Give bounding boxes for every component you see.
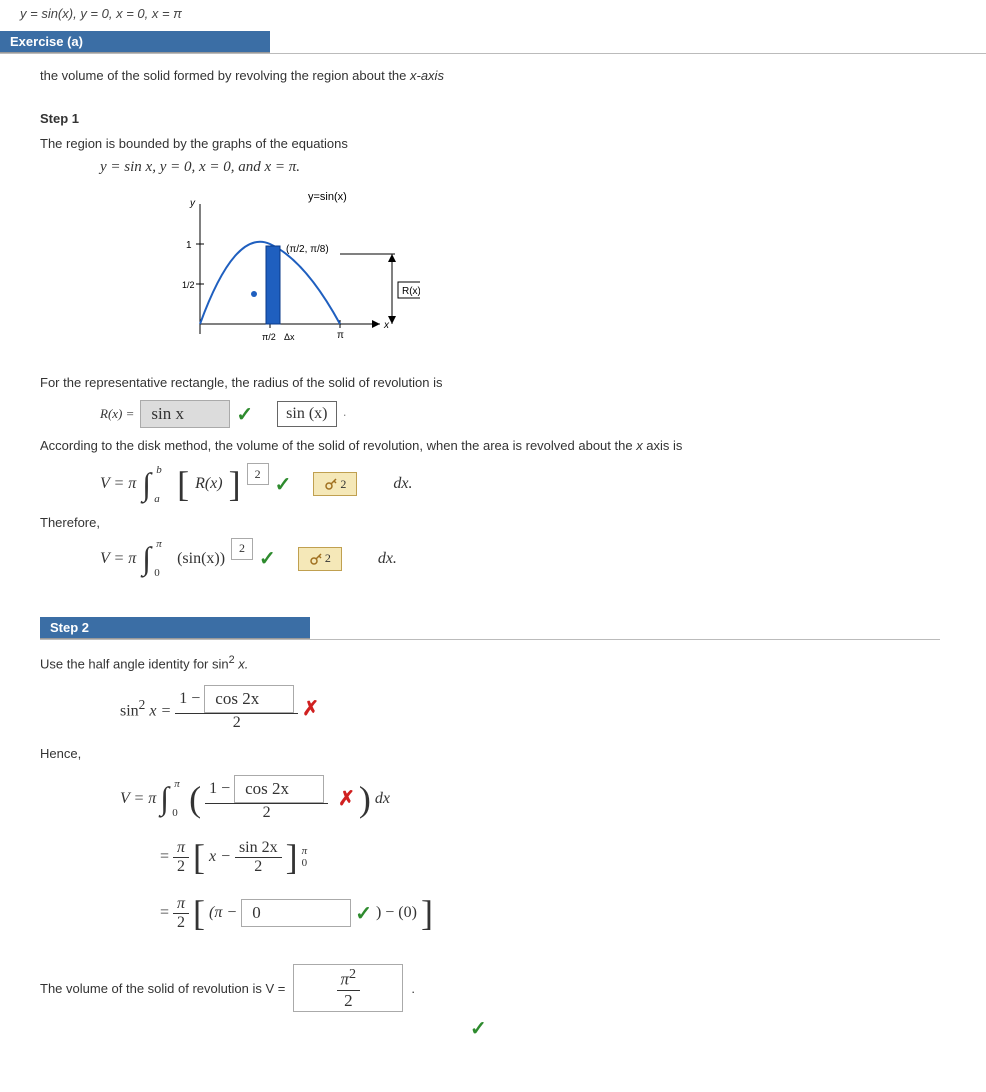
half-angle-frac: 1 − cos 2x 2 bbox=[175, 685, 298, 732]
minus-zero: ) − (0) bbox=[376, 904, 417, 922]
v-lhs: V = π bbox=[120, 790, 156, 808]
cross-icon: ✗ bbox=[338, 786, 355, 811]
exercise-header: Exercise (a) bbox=[0, 31, 270, 53]
identity-tail: x. bbox=[235, 656, 249, 671]
check-icon: ✓ bbox=[355, 901, 372, 926]
eval-limits: π 0 bbox=[302, 845, 308, 869]
integrand-frac: 1 − cos 2x 2 bbox=[205, 775, 328, 822]
volume-sentence: The volume of the solid of revolution is… bbox=[40, 981, 285, 996]
check-icon: ✓ bbox=[259, 546, 276, 571]
equals: = bbox=[160, 848, 169, 866]
svg-text:π/2: π/2 bbox=[262, 332, 276, 342]
key-icon bbox=[324, 477, 338, 491]
divider: Exercise (a) bbox=[0, 31, 986, 54]
rx-label: R(x) = bbox=[100, 406, 134, 422]
curve-label: y=sin(x) bbox=[308, 191, 347, 203]
exponent-input-2[interactable]: 2 bbox=[231, 538, 253, 560]
step1-title: Step 1 bbox=[40, 111, 940, 126]
key-icon bbox=[309, 552, 323, 566]
num-prefix-2: 1 − bbox=[209, 780, 230, 798]
radius-answer-display: sin (x) bbox=[277, 401, 336, 427]
denom-2: 2 bbox=[229, 714, 245, 732]
svg-text:y: y bbox=[189, 198, 196, 209]
svg-text:π: π bbox=[337, 330, 344, 341]
sin2x-over-2: sin 2x 2 bbox=[235, 839, 282, 876]
integral-icon: ∫ b a bbox=[142, 466, 151, 503]
step2-header: Step 2 bbox=[40, 617, 310, 639]
sinx-text: (sin(x)) bbox=[177, 550, 225, 568]
prompt-text: the volume of the solid formed by revolv… bbox=[40, 68, 410, 83]
pi-minus: (π − bbox=[209, 904, 237, 922]
svg-text:x: x bbox=[383, 320, 390, 331]
key-value: 2 bbox=[325, 551, 331, 566]
equals: = bbox=[160, 904, 169, 922]
svg-text:Δx: Δx bbox=[284, 332, 295, 342]
graph-region: x y 1 1/2 π/2 Δx π (π/2, π/8) bbox=[160, 184, 940, 357]
bracket-open: [ bbox=[177, 463, 189, 505]
pi-over-2: π 2 bbox=[173, 839, 189, 876]
paren-close: ) bbox=[359, 778, 371, 820]
bracket-close: ] bbox=[286, 836, 298, 878]
key-hint-2[interactable]: 2 bbox=[298, 547, 342, 571]
check-icon: ✓ bbox=[275, 472, 292, 497]
pi-over-2b: π 2 bbox=[173, 895, 189, 932]
exponent-input-1[interactable]: 2 bbox=[247, 463, 269, 485]
disk-intro: According to the disk method, the volume… bbox=[40, 438, 940, 453]
num-prefix: 1 − bbox=[179, 690, 200, 708]
integral-icon: ∫ π 0 bbox=[142, 540, 151, 577]
period: . bbox=[411, 981, 415, 996]
xaxis-word: x-axis bbox=[410, 68, 444, 83]
therefore: Therefore, bbox=[40, 515, 940, 530]
rx-text: R(x) bbox=[195, 475, 223, 493]
cos2x-input-2[interactable]: cos 2x bbox=[234, 775, 324, 803]
r-label: R(x) bbox=[402, 286, 420, 297]
dx-3: dx bbox=[375, 790, 390, 808]
bracket-open: [ bbox=[193, 892, 205, 934]
svg-text:(π/2, π/8): (π/2, π/8) bbox=[286, 244, 329, 255]
v-equals: V = π bbox=[100, 475, 136, 493]
key-value: 2 bbox=[340, 477, 346, 492]
radius-input[interactable]: sin x bbox=[140, 400, 230, 428]
bracket-close: ] bbox=[421, 892, 433, 934]
svg-text:1: 1 bbox=[186, 240, 192, 251]
check-icon: ✓ bbox=[236, 402, 253, 427]
step1-equations: y = sin x, y = 0, x = 0, and x = π. bbox=[100, 159, 940, 176]
identity-intro-text: Use the half angle identity for sin bbox=[40, 656, 229, 671]
denom-2b: 2 bbox=[259, 804, 275, 822]
dx-text-2: dx. bbox=[378, 550, 397, 568]
integral-icon: ∫ π 0 bbox=[160, 780, 169, 817]
hence: Hence, bbox=[40, 746, 940, 761]
integral-upper: b bbox=[156, 464, 162, 476]
x-minus: x − bbox=[209, 848, 231, 866]
sin-graph: x y 1 1/2 π/2 Δx π (π/2, π/8) bbox=[160, 184, 420, 354]
identity-intro: Use the half angle identity for sin2 x. bbox=[40, 654, 940, 671]
cos2x-input-1[interactable]: cos 2x bbox=[204, 685, 294, 713]
disk-intro-tail: axis is bbox=[643, 438, 683, 453]
check-icon: ✓ bbox=[470, 1018, 487, 1040]
paren-open: ( bbox=[189, 778, 201, 820]
v-equals-2: V = π bbox=[100, 550, 136, 568]
integral-lower: a bbox=[154, 493, 160, 505]
integral2-upper: π bbox=[156, 538, 162, 550]
int3-upper: π bbox=[174, 778, 180, 790]
key-hint-1[interactable]: 2 bbox=[313, 472, 357, 496]
problem-equation: y = sin(x), y = 0, x = 0, x = π bbox=[0, 0, 986, 31]
disk-intro-text: According to the disk method, the volume… bbox=[40, 438, 636, 453]
integral2-lower: 0 bbox=[154, 567, 160, 579]
cross-icon: ✗ bbox=[302, 696, 319, 721]
step1-line1: The region is bounded by the graphs of t… bbox=[40, 136, 940, 151]
exercise-prompt: the volume of the solid formed by revolv… bbox=[40, 68, 940, 83]
dx-text: dx. bbox=[393, 475, 412, 493]
bracket-close: ] bbox=[229, 463, 241, 505]
bracket-open: [ bbox=[193, 836, 205, 878]
final-answer-input[interactable]: π2 2 bbox=[293, 964, 403, 1012]
radius-intro: For the representative rectangle, the ra… bbox=[40, 375, 940, 390]
zero-input[interactable]: 0 bbox=[241, 899, 351, 927]
sin2-lhs: sin2 x = bbox=[120, 697, 171, 720]
int3-lower: 0 bbox=[172, 807, 178, 819]
svg-text:1/2: 1/2 bbox=[182, 280, 195, 290]
